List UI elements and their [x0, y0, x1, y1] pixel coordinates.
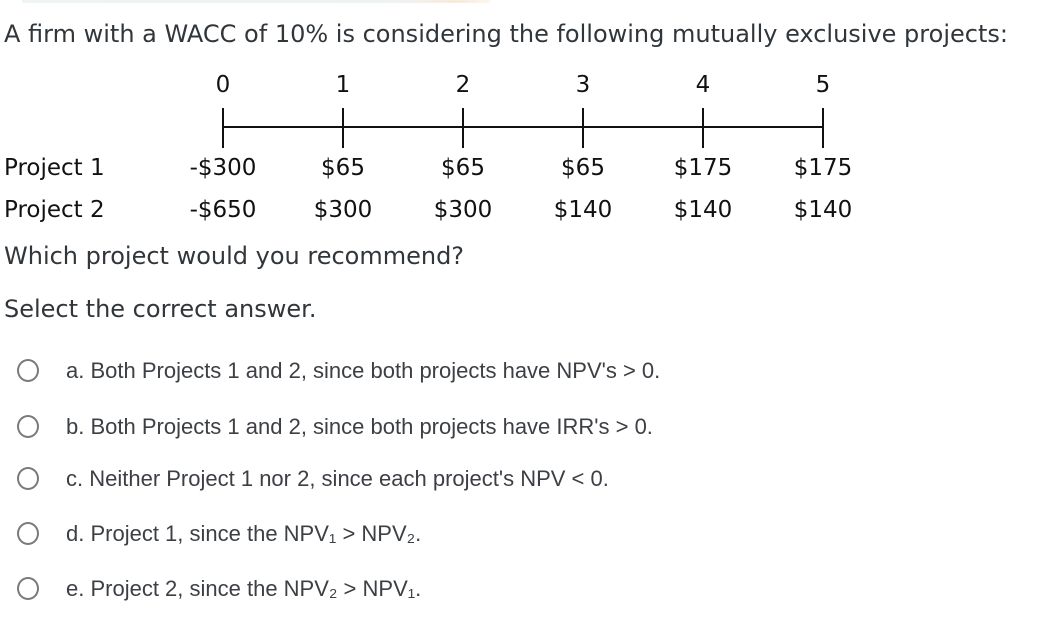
answer-option-a[interactable]: a. Both Projects 1 and 2, since both pro… [17, 357, 660, 384]
answer-option-b[interactable]: b. Both Projects 1 and 2, since both pro… [17, 413, 653, 440]
option-c-label[interactable]: c. Neither Project 1 nor 2, since each p… [66, 466, 609, 491]
select-answer-instruction: Select the correct answer. [4, 295, 317, 323]
project2-label: Project 2 [4, 197, 105, 223]
cashflow-value: -$300 [189, 155, 257, 181]
answer-option-d[interactable]: d. Project 1, since the NPV₁ > NPV₂. [17, 520, 421, 547]
cashflow-value: $300 [433, 197, 493, 223]
answer-option-c[interactable]: c. Neither Project 1 nor 2, since each p… [17, 465, 609, 492]
timeline-axis [222, 126, 824, 128]
project1-label: Project 1 [4, 155, 105, 181]
option-b-label[interactable]: b. Both Projects 1 and 2, since both pro… [66, 414, 653, 439]
question-text: A firm with a WACC of 10% is considering… [4, 20, 1008, 48]
cashflow-value: $65 [321, 155, 365, 181]
timeline-period-label: 3 [575, 72, 591, 98]
cashflow-value: $140 [673, 197, 733, 223]
cropped-top-element [22, 0, 490, 3]
timeline-tick [462, 108, 464, 148]
timeline-tick [822, 108, 824, 148]
cashflow-value: $140 [793, 197, 853, 223]
option-a-label[interactable]: a. Both Projects 1 and 2, since both pro… [66, 358, 661, 383]
radio-button-c[interactable] [17, 467, 39, 490]
radio-button-a[interactable] [17, 359, 39, 382]
cashflow-value: $65 [561, 155, 605, 181]
timeline-tick [582, 108, 584, 148]
timeline-tick [702, 108, 704, 148]
timeline-period-label: 1 [335, 72, 351, 98]
cashflow-value: -$650 [189, 197, 257, 223]
radio-button-b[interactable] [17, 415, 39, 438]
radio-button-d[interactable] [17, 522, 39, 545]
option-e-label[interactable]: e. Project 2, since the NPV₂ > NPV₁. [66, 576, 422, 601]
timeline-period-label: 0 [215, 72, 231, 98]
cashflow-value: $175 [793, 155, 853, 181]
radio-button-e[interactable] [17, 577, 39, 600]
answer-option-e[interactable]: e. Project 2, since the NPV₂ > NPV₁. [17, 575, 421, 602]
timeline-tick [222, 108, 224, 148]
timeline-period-label: 5 [815, 72, 831, 98]
cashflow-value: $65 [441, 155, 485, 181]
option-d-label[interactable]: d. Project 1, since the NPV₁ > NPV₂. [66, 521, 422, 546]
timeline-period-label: 4 [695, 72, 711, 98]
cashflow-value: $175 [673, 155, 733, 181]
cashflow-value: $140 [553, 197, 613, 223]
question-prompt: Which project would you recommend? [4, 242, 465, 270]
timeline-period-label: 2 [455, 72, 471, 98]
cashflow-value: $300 [313, 197, 373, 223]
timeline-tick [342, 108, 344, 148]
